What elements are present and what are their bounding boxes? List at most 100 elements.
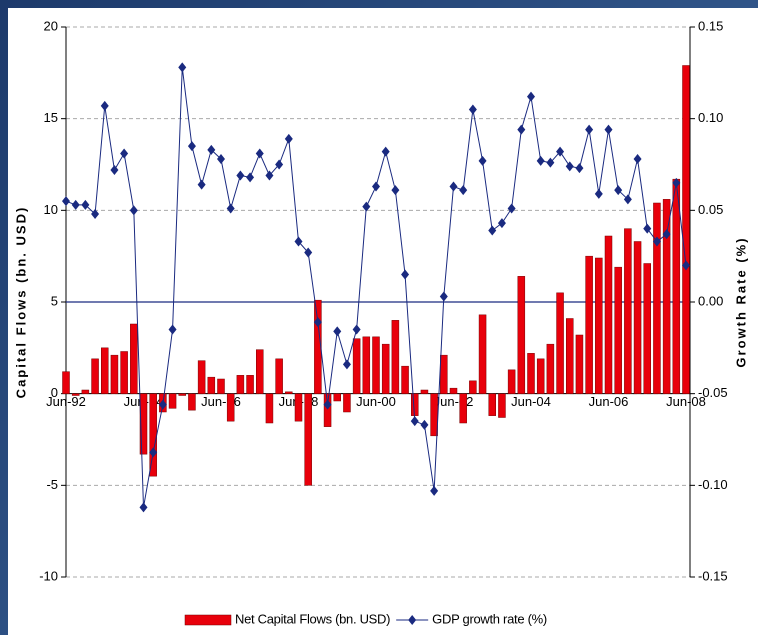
y2-tick-label: -0.10	[698, 477, 728, 492]
marker	[662, 229, 671, 240]
bar	[411, 393, 419, 416]
bar	[91, 358, 99, 394]
marker	[614, 185, 623, 196]
bar	[304, 393, 312, 486]
marker	[410, 416, 419, 427]
marker	[265, 170, 274, 181]
bar	[546, 343, 555, 394]
marker	[430, 485, 439, 496]
bar	[323, 393, 332, 427]
marker	[682, 260, 690, 271]
marker	[517, 124, 526, 135]
marker	[91, 209, 100, 219]
x-tick-label: Jun-04	[511, 394, 551, 409]
bar	[372, 336, 380, 394]
marker	[168, 324, 177, 335]
marker	[672, 177, 681, 188]
bar	[488, 393, 496, 416]
marker	[643, 223, 652, 234]
bar	[595, 257, 603, 394]
marker	[187, 141, 196, 152]
y2-tick-label: 0.10	[698, 110, 723, 125]
bar	[352, 338, 361, 394]
bar	[507, 369, 516, 394]
bar	[120, 351, 128, 394]
marker	[246, 172, 255, 183]
marker	[217, 154, 225, 164]
y2-axis-label: Growth Rate (%)	[733, 236, 748, 367]
bar	[101, 347, 109, 394]
bar	[314, 299, 322, 394]
marker	[362, 201, 371, 212]
bar	[469, 380, 477, 394]
bar	[236, 375, 245, 394]
marker	[178, 62, 187, 73]
bar	[217, 378, 225, 394]
y2-tick-label: -0.05	[698, 385, 728, 400]
bar	[343, 393, 351, 413]
marker	[197, 179, 206, 190]
bar	[556, 292, 564, 394]
bar	[459, 393, 467, 424]
marker	[62, 196, 70, 207]
bar	[110, 354, 119, 394]
marker	[420, 419, 429, 430]
marker	[468, 104, 477, 115]
x-tick-label: Jun-02	[434, 394, 474, 409]
marker	[129, 205, 138, 216]
bar	[207, 376, 216, 394]
x-tick-label: Jun-96	[201, 394, 241, 409]
marker	[585, 124, 594, 135]
marker	[449, 181, 458, 192]
legend-marker	[408, 615, 417, 625]
marker	[439, 291, 448, 302]
marker	[120, 148, 129, 159]
marker	[652, 236, 661, 247]
bar	[430, 393, 438, 437]
bar	[71, 393, 80, 396]
marker	[236, 170, 245, 181]
marker	[139, 502, 148, 513]
marker	[565, 161, 574, 172]
bar	[604, 235, 613, 394]
marker	[459, 185, 468, 196]
marker	[333, 326, 342, 337]
marker	[275, 159, 284, 170]
marker	[507, 203, 516, 214]
panel	[8, 8, 758, 635]
marker	[546, 157, 555, 168]
bar	[139, 393, 148, 455]
y-tick-label: 5	[51, 293, 58, 308]
bar	[585, 255, 593, 394]
marker	[556, 146, 565, 157]
marker	[497, 218, 506, 229]
marker	[313, 317, 322, 328]
marker	[633, 154, 642, 164]
y2-tick-label: -0.15	[698, 568, 728, 583]
marker	[604, 124, 613, 135]
bar	[197, 360, 206, 394]
marker	[158, 399, 167, 410]
bar	[527, 353, 535, 394]
y2-tick-label: 0.00	[698, 293, 723, 308]
bar	[294, 393, 303, 422]
bar	[498, 393, 506, 418]
marker	[575, 163, 584, 174]
x-tick-label: Jun-06	[589, 394, 629, 409]
bar	[575, 334, 584, 394]
bar	[362, 336, 371, 394]
bar	[256, 349, 264, 394]
marker	[110, 165, 119, 175]
bar	[536, 358, 545, 394]
marker	[149, 447, 158, 458]
marker	[294, 236, 303, 247]
bar	[420, 389, 429, 394]
bar	[168, 393, 177, 409]
marker	[352, 324, 361, 335]
bar	[566, 318, 574, 394]
marker	[284, 133, 293, 144]
bar	[653, 202, 661, 394]
bar	[381, 343, 390, 394]
